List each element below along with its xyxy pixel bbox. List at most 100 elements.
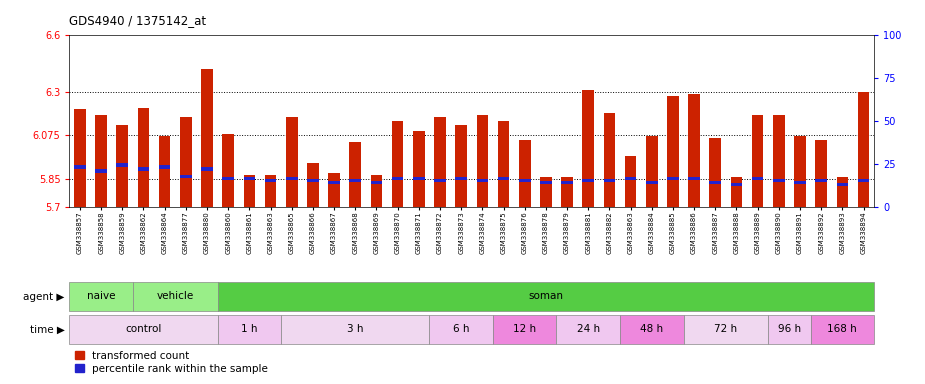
Bar xyxy=(857,179,869,182)
Bar xyxy=(684,314,769,344)
Bar xyxy=(159,166,170,169)
Bar xyxy=(815,179,827,182)
Bar xyxy=(202,167,213,171)
Text: 168 h: 168 h xyxy=(828,324,857,334)
Bar xyxy=(773,179,784,182)
Bar xyxy=(286,177,298,180)
Bar xyxy=(836,177,848,207)
Bar xyxy=(836,183,848,186)
Bar xyxy=(561,177,573,207)
Bar xyxy=(307,163,319,207)
Bar xyxy=(667,177,679,180)
Bar xyxy=(69,282,133,311)
Bar xyxy=(540,181,551,184)
Bar xyxy=(159,136,170,207)
Bar xyxy=(350,142,361,207)
Bar xyxy=(455,125,467,207)
Bar xyxy=(243,175,255,207)
Bar xyxy=(95,169,107,173)
Bar xyxy=(222,134,234,207)
Bar xyxy=(265,175,277,207)
Bar xyxy=(476,115,488,207)
Bar xyxy=(434,179,446,182)
Bar xyxy=(217,314,281,344)
Bar xyxy=(498,177,510,180)
Bar xyxy=(180,175,191,179)
Bar xyxy=(498,121,510,207)
Bar xyxy=(74,166,86,169)
Bar xyxy=(476,179,488,182)
Bar xyxy=(350,179,361,182)
Bar xyxy=(371,175,382,207)
Bar xyxy=(688,94,700,207)
Bar xyxy=(731,183,742,186)
Bar xyxy=(583,90,594,207)
Bar xyxy=(810,314,874,344)
Bar xyxy=(392,121,403,207)
Bar xyxy=(117,125,129,207)
Bar xyxy=(709,138,722,207)
Bar xyxy=(493,314,557,344)
Legend: transformed count, percentile rank within the sample: transformed count, percentile rank withi… xyxy=(75,351,268,374)
Bar xyxy=(857,92,869,207)
Bar xyxy=(709,181,722,184)
Bar xyxy=(519,179,531,182)
Bar xyxy=(74,109,86,207)
Text: control: control xyxy=(125,324,162,334)
Bar xyxy=(795,181,806,184)
Text: 24 h: 24 h xyxy=(576,324,599,334)
Bar xyxy=(413,131,425,207)
Text: 72 h: 72 h xyxy=(714,324,737,334)
Bar xyxy=(328,173,339,207)
Text: 3 h: 3 h xyxy=(347,324,364,334)
Bar xyxy=(429,314,493,344)
Text: 6 h: 6 h xyxy=(453,324,469,334)
Text: 1 h: 1 h xyxy=(241,324,258,334)
Text: 12 h: 12 h xyxy=(513,324,536,334)
Bar xyxy=(540,177,551,207)
Bar xyxy=(243,177,255,180)
Bar xyxy=(752,115,763,207)
Bar xyxy=(202,69,213,207)
Text: time ▶: time ▶ xyxy=(30,324,65,334)
Bar xyxy=(222,177,234,180)
Bar xyxy=(95,115,107,207)
Bar xyxy=(133,282,217,311)
Text: vehicle: vehicle xyxy=(156,291,194,301)
Bar xyxy=(217,282,874,311)
Bar xyxy=(815,140,827,207)
Bar xyxy=(624,156,636,207)
Bar xyxy=(646,181,658,184)
Bar xyxy=(117,164,129,167)
Bar xyxy=(455,177,467,180)
Text: GDS4940 / 1375142_at: GDS4940 / 1375142_at xyxy=(69,14,206,27)
Bar xyxy=(667,96,679,207)
Bar xyxy=(138,167,149,171)
Bar xyxy=(519,140,531,207)
Bar xyxy=(281,314,429,344)
Bar xyxy=(557,314,620,344)
Bar xyxy=(688,177,700,180)
Bar xyxy=(392,177,403,180)
Bar xyxy=(646,136,658,207)
Bar xyxy=(434,117,446,207)
Bar xyxy=(413,177,425,180)
Bar xyxy=(795,136,806,207)
Bar xyxy=(620,314,684,344)
Bar xyxy=(731,177,742,207)
Bar xyxy=(583,179,594,182)
Bar xyxy=(286,117,298,207)
Bar xyxy=(328,181,339,184)
Bar xyxy=(561,181,573,184)
Bar xyxy=(773,115,784,207)
Bar xyxy=(371,181,382,184)
Bar xyxy=(624,177,636,180)
Bar xyxy=(604,113,615,207)
Text: 48 h: 48 h xyxy=(640,324,663,334)
Bar xyxy=(180,117,191,207)
Bar xyxy=(265,179,277,182)
Bar xyxy=(769,314,810,344)
Text: agent ▶: agent ▶ xyxy=(23,291,65,302)
Bar xyxy=(307,179,319,182)
Text: soman: soman xyxy=(528,291,563,301)
